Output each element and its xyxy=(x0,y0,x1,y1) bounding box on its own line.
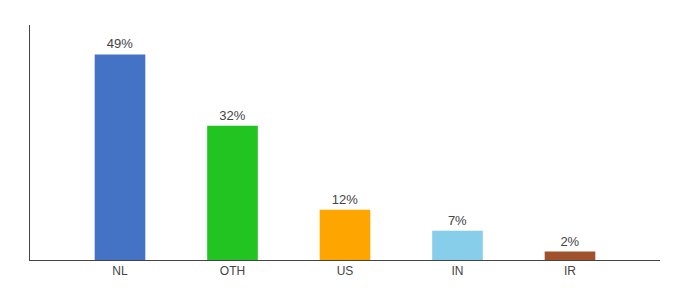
svg-text:2%: 2% xyxy=(560,234,579,249)
svg-text:US: US xyxy=(337,264,354,278)
svg-text:IR: IR xyxy=(564,264,576,278)
svg-text:12%: 12% xyxy=(332,192,358,207)
svg-text:OTH: OTH xyxy=(220,264,245,278)
svg-text:NL: NL xyxy=(112,264,128,278)
svg-text:7%: 7% xyxy=(448,213,467,228)
svg-text:IN: IN xyxy=(452,264,464,278)
svg-text:32%: 32% xyxy=(219,108,245,123)
svg-text:49%: 49% xyxy=(107,36,133,51)
